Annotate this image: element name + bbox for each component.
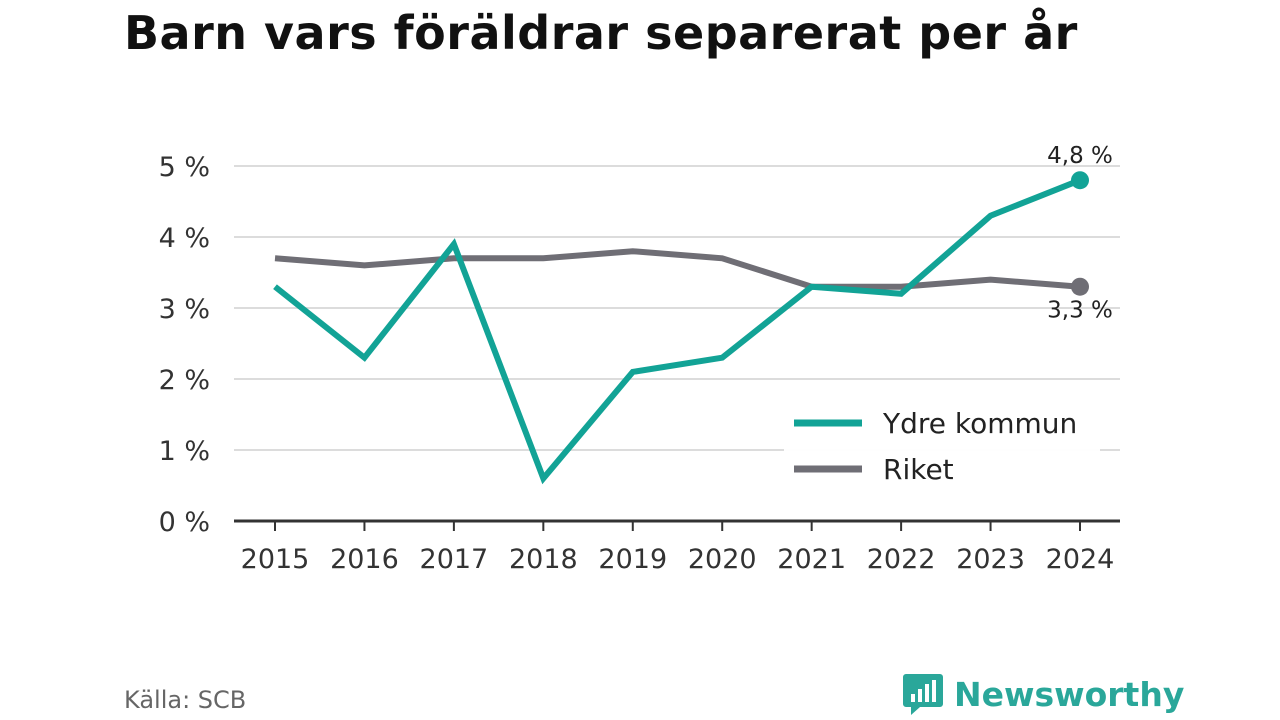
y-tick-label: 2 % <box>159 365 210 396</box>
y-tick-labels: 0 % 1 % 2 % 3 % 4 % 5 % <box>159 152 210 538</box>
x-tick-label: 2019 <box>598 544 667 575</box>
brand-name: Newsworthy <box>954 674 1185 714</box>
end-label: 4,8 % <box>1047 143 1113 169</box>
source-note: Källa: SCB <box>124 686 247 714</box>
legend-label: Riket <box>883 453 954 486</box>
y-tick-label: 4 % <box>159 223 210 254</box>
y-tick-label: 1 % <box>159 436 210 467</box>
x-tick-label: 2016 <box>330 544 399 575</box>
x-tick-label: 2021 <box>777 544 846 575</box>
x-tick-label: 2024 <box>1046 544 1115 575</box>
x-tick-label: 2020 <box>688 544 757 575</box>
end-label: 3,3 % <box>1047 298 1113 324</box>
y-tick-label: 3 % <box>159 294 210 325</box>
x-tick-label: 2022 <box>867 544 936 575</box>
x-tick-label: 2015 <box>241 544 310 575</box>
legend-label: Ydre kommun <box>882 407 1077 440</box>
x-tick-label: 2023 <box>956 544 1025 575</box>
y-tick-label: 0 % <box>159 507 210 538</box>
end-point <box>1071 171 1089 190</box>
legend-background <box>784 402 1100 498</box>
x-tick-labels: 2015 2016 2017 2018 2019 2020 2021 2022 2023 2024 <box>241 544 1115 575</box>
x-axis <box>234 519 1120 531</box>
series-line <box>274 248 1081 290</box>
y-tick-label: 5 % <box>159 152 210 183</box>
series-line <box>273 177 1082 485</box>
legend: Ydre kommun Riket <box>784 402 1100 498</box>
newsworthy-logo-icon <box>903 674 943 715</box>
end-labels: 4,8 % 3,3 % <box>1047 143 1113 324</box>
chart-title: Barn vars föräldrar separerat per år <box>124 6 1078 60</box>
brand-logo: Newsworthy <box>902 671 1184 717</box>
x-tick-label: 2017 <box>420 544 489 575</box>
series-lines <box>273 171 1089 485</box>
end-point <box>1071 277 1089 296</box>
x-tick-label: 2018 <box>509 544 578 575</box>
